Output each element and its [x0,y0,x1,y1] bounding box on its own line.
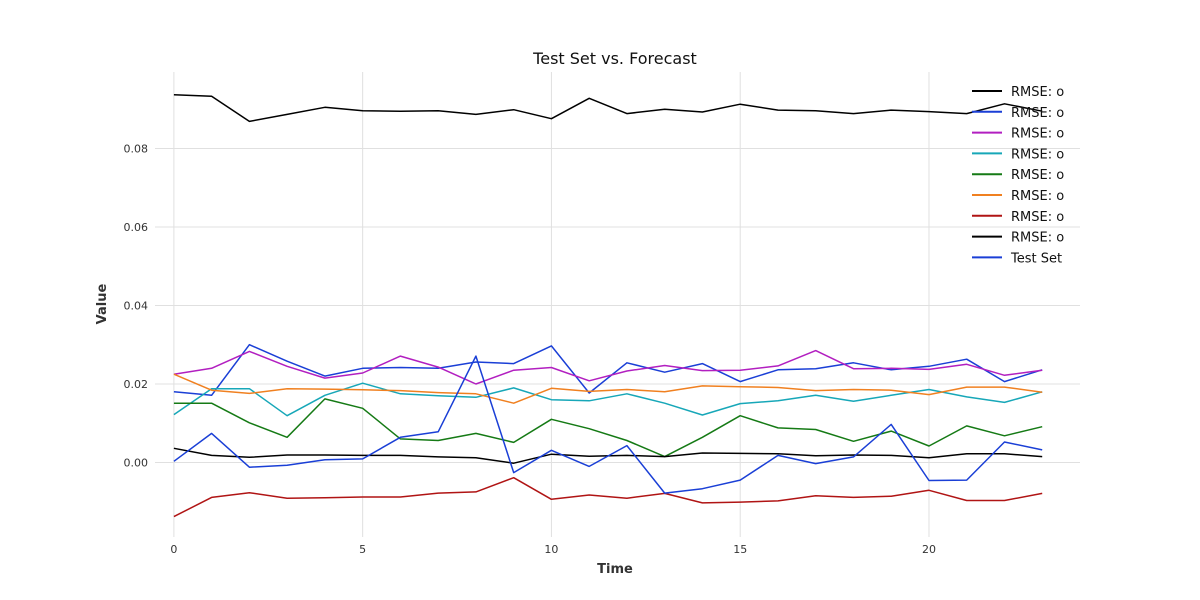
legend-label: RMSE: o [1011,168,1064,183]
series-line-6 [173,373,1043,404]
legend-label: RMSE: o [1011,147,1064,162]
y-tick-label: 0.02 [124,378,149,391]
legend-label: RMSE: o [1011,189,1064,204]
series-line-4 [173,382,1043,417]
x-axis-label: Time [597,562,633,577]
legend-label: RMSE: o [1011,106,1064,121]
x-tick-label: 5 [359,543,366,556]
chart-title: Test Set vs. Forecast [532,49,697,68]
legend-label: RMSE: o [1011,85,1064,100]
y-tick-label: 0.08 [124,143,149,156]
y-axis-label: Value [95,283,110,324]
grid [155,72,1080,537]
series-line-9 [173,355,1043,494]
legend-label: RMSE: o [1011,210,1064,225]
y-ticks: 0.00 0.02 0.04 0.06 0.08 [124,143,149,470]
series-line-1 [173,94,1043,123]
y-tick-label: 0.06 [124,221,149,234]
x-tick-label: 15 [733,543,747,556]
x-tick-label: 20 [922,543,936,556]
series-line-7 [173,476,1043,518]
x-ticks: 0 5 10 15 20 [170,543,936,556]
legend-label: RMSE: o [1011,231,1064,246]
series-line-3 [173,349,1043,385]
y-tick-label: 0.00 [124,456,149,469]
x-tick-label: 10 [544,543,558,556]
legend-label: Test Set [1010,251,1062,266]
legend-label: RMSE: o [1011,127,1064,142]
legend: RMSE: o RMSE: o RMSE: o RMSE: o RMSE: o RMSE:… [972,85,1064,266]
series-lines [173,94,1043,518]
x-tick-label: 0 [170,543,177,556]
y-tick-label: 0.04 [124,299,149,312]
